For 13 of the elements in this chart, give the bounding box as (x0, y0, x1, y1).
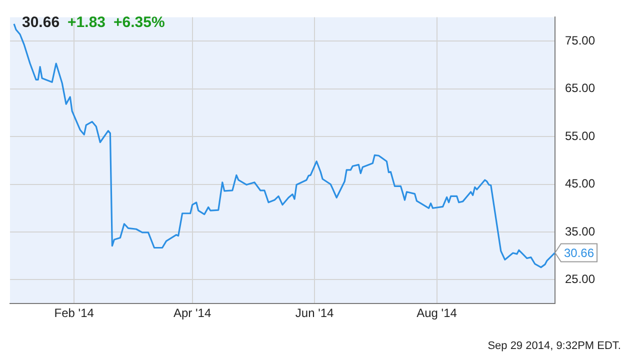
y-tick-label: 65.00 (565, 81, 596, 96)
x-tick-label: Jun '14 (295, 306, 334, 320)
y-tick-label: 55.00 (565, 128, 596, 143)
y-tick-label: 45.00 (565, 176, 596, 191)
text: Sep 29 2014, 9:32PM EDT. (488, 340, 621, 352)
data-label: 30.66 (564, 246, 594, 260)
x-tick-label: Feb '14 (54, 306, 94, 320)
x-tick-label: Apr '14 (174, 306, 212, 320)
chart-title: 30.66 +1.83 +6.35% (22, 14, 165, 31)
y-tick-label: 25.00 (565, 272, 596, 286)
y-tick-label: 75.00 (565, 33, 596, 48)
y-tick-label: 35.00 (565, 224, 596, 238)
x-tick-label: Aug '14 (416, 306, 458, 320)
